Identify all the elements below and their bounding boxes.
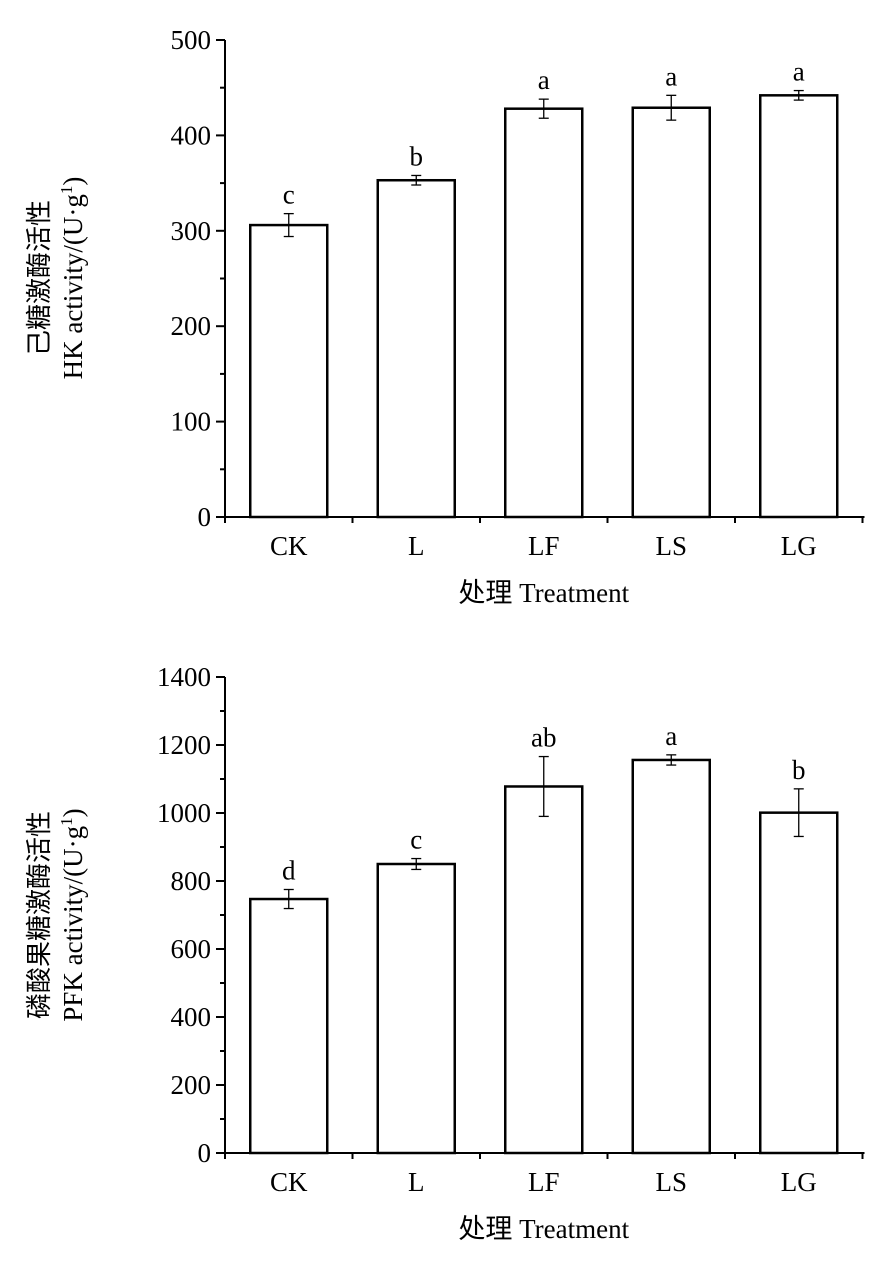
y-axis-label-cn: 己糖激酶活性 [25,200,54,356]
y-axis-label-en: HK activity/(U·g1) [57,177,88,380]
x-tick-label-LS: LS [655,531,687,561]
y-axis-label: 磷酸果糖激酶活性 PFK activity/(U·g1) [25,808,88,1021]
significance-letter-LG: b [792,755,806,785]
panel-1: c CK b La LF a LS a LG 0 100 200 300 400 500 处理 Treatme… [25,25,865,608]
bar-LG [759,811,839,1155]
bar-CK [249,897,329,1155]
x-tick-label-LF: LF [528,1167,560,1197]
significance-letter-CK: c [283,180,295,210]
y-tick-label: 200 [171,311,212,341]
significance-letter-LF: a [538,65,550,95]
y-tick-label: 100 [171,407,212,437]
significance-letter-L: b [410,141,424,171]
bar-LF [504,107,584,519]
y-tick-label: 500 [171,25,212,55]
x-tick-label-LG: LG [781,531,817,561]
x-axis-label: 处理 Treatment [458,1214,629,1244]
x-tick-label-LF: LF [528,531,560,561]
significance-letter-L: c [410,825,422,855]
bar-LG [759,94,839,519]
significance-letter-LF: ab [531,723,556,753]
y-axis-label-en: PFK activity/(U·g1) [57,808,88,1021]
x-tick-label-L: L [408,531,425,561]
panel-2: d CK c Lab LF a LS b LG 0 200 400 600 800 1000 1200 1400… [25,662,865,1244]
bar-LS [631,758,711,1155]
y-tick-label: 400 [171,120,212,150]
bar-LS [631,106,711,519]
y-axis-label-cn: 磷酸果糖激酶活性 [25,811,54,1019]
x-tick-label-L: L [408,1167,425,1197]
y-tick-label: 1200 [157,730,211,760]
y-tick-label: 300 [171,216,212,246]
y-tick-label: 400 [171,1002,212,1032]
significance-letter-LS: a [665,61,677,91]
x-tick-label-CK: CK [270,531,308,561]
x-tick-label-LG: LG [781,1167,817,1197]
x-tick-label-CK: CK [270,1167,308,1197]
y-tick-label: 0 [198,502,212,532]
y-tick-label: 600 [171,934,212,964]
bar-LF [504,785,584,1155]
y-tick-label: 800 [171,866,212,896]
y-tick-label: 1000 [157,798,211,828]
bar-CK [249,223,329,519]
y-tick-label: 1400 [157,662,211,692]
y-axis-label: 己糖激酶活性 HK activity/(U·g1) [25,177,88,380]
x-axis-label: 处理 Treatment [458,578,629,608]
x-tick-label-LS: LS [655,1167,687,1197]
y-tick-label: 200 [171,1070,212,1100]
significance-letter-LG: a [793,57,805,87]
significance-letter-CK: d [282,856,296,886]
significance-letter-LS: a [665,721,677,751]
bar-L [376,862,456,1155]
y-tick-label: 0 [198,1138,212,1168]
bar-L [376,178,456,519]
